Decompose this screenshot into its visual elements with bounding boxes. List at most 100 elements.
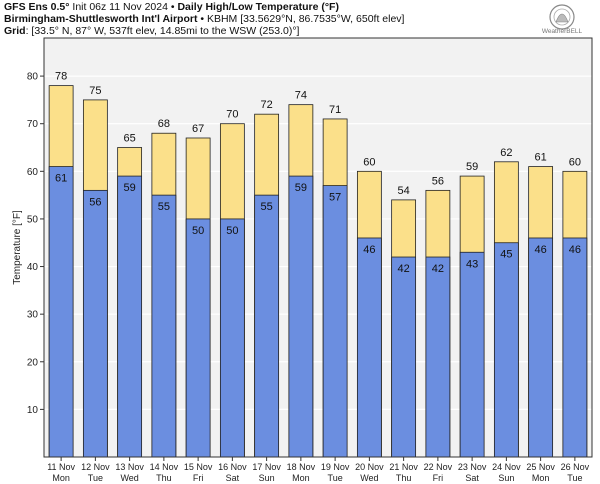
chart-title: Daily High/Low Temperature (°F) bbox=[177, 1, 339, 13]
x-tick-day: Wed bbox=[120, 473, 138, 483]
high-temp-label: 65 bbox=[124, 133, 136, 145]
x-tick-day: Thu bbox=[396, 473, 412, 483]
x-tick-day: Tue bbox=[88, 473, 103, 483]
grid-label: Grid bbox=[4, 25, 26, 37]
x-tick-date: 14 Nov bbox=[150, 462, 179, 472]
y-tick-label: 40 bbox=[27, 262, 39, 273]
low-temp-bar bbox=[117, 175, 143, 458]
low-temp-bar bbox=[219, 218, 245, 458]
low-temp-label: 43 bbox=[466, 258, 478, 270]
x-tick-date: 25 Nov bbox=[526, 462, 555, 472]
low-temp-label: 50 bbox=[192, 225, 204, 237]
low-temp-label: 42 bbox=[398, 263, 410, 275]
low-temp-bar bbox=[185, 218, 211, 458]
low-temp-label: 57 bbox=[329, 192, 341, 204]
high-temp-label: 61 bbox=[535, 152, 547, 164]
header-line-model: GFS Ens 0.5° Init 06z 11 Nov 2024 • Dail… bbox=[4, 1, 524, 13]
high-temp-label: 72 bbox=[261, 99, 273, 111]
chart-header: GFS Ens 0.5° Init 06z 11 Nov 2024 • Dail… bbox=[4, 1, 524, 37]
x-tick-day: Fri bbox=[433, 473, 444, 483]
low-temp-bar bbox=[356, 237, 382, 458]
low-temp-bar bbox=[425, 256, 451, 458]
high-temp-label: 56 bbox=[432, 175, 444, 187]
low-temp-bar bbox=[151, 194, 177, 458]
low-temp-label: 61 bbox=[55, 173, 67, 185]
high-temp-label: 74 bbox=[295, 90, 307, 102]
high-temp-label: 71 bbox=[329, 104, 341, 116]
y-tick-label: 30 bbox=[27, 310, 39, 321]
low-temp-label: 55 bbox=[158, 201, 170, 213]
x-tick-day: Thu bbox=[156, 473, 172, 483]
x-tick-day: Mon bbox=[532, 473, 550, 483]
x-tick-date: 23 Nov bbox=[458, 462, 487, 472]
low-temp-label: 45 bbox=[500, 249, 512, 261]
x-tick-date: 11 Nov bbox=[47, 462, 75, 472]
x-tick-date: 26 Nov bbox=[561, 462, 590, 472]
x-tick-date: 16 Nov bbox=[218, 462, 247, 472]
high-temp-label: 70 bbox=[226, 109, 238, 121]
y-tick-label: 20 bbox=[27, 357, 39, 368]
y-axis-label: Temperature [°F] bbox=[12, 210, 23, 285]
x-tick-date: 15 Nov bbox=[184, 462, 213, 472]
header-line-grid: Grid: [33.5° N, 87° W, 537ft elev, 14.85… bbox=[4, 25, 524, 37]
plot-frame bbox=[43, 37, 593, 458]
low-temp-bar bbox=[48, 166, 74, 458]
high-temp-label: 60 bbox=[363, 156, 375, 168]
y-tick-label: 10 bbox=[27, 405, 39, 416]
high-temp-label: 68 bbox=[158, 118, 170, 130]
x-tick-day: Sat bbox=[465, 473, 479, 483]
low-temp-bar bbox=[528, 237, 554, 458]
station-name: Birmingham-Shuttlesworth Int'l Airport bbox=[4, 13, 198, 25]
weatherbell-logo: WeatherBELL bbox=[542, 4, 583, 35]
x-tick-date: 13 Nov bbox=[115, 462, 144, 472]
high-temp-label: 54 bbox=[398, 185, 410, 197]
init-time: Init 06z 11 Nov 2024 • bbox=[69, 1, 178, 13]
high-temp-label: 78 bbox=[55, 71, 67, 83]
x-tick-date: 20 Nov bbox=[355, 462, 384, 472]
y-tick-label: 80 bbox=[27, 72, 39, 83]
low-temp-bar bbox=[254, 194, 280, 458]
x-tick-date: 22 Nov bbox=[424, 462, 453, 472]
low-temp-bar bbox=[391, 256, 417, 458]
x-tick-date: 17 Nov bbox=[252, 462, 281, 472]
low-temp-label: 50 bbox=[226, 225, 238, 237]
high-temp-label: 67 bbox=[192, 123, 204, 135]
low-temp-bar bbox=[82, 189, 108, 458]
low-temp-label: 46 bbox=[363, 244, 375, 256]
x-tick-date: 21 Nov bbox=[389, 462, 418, 472]
station-details: • KBHM [33.5629°N, 86.7535°W, 650ft elev… bbox=[197, 13, 405, 25]
x-tick-day: Sat bbox=[226, 473, 240, 483]
low-temp-bar bbox=[562, 237, 588, 458]
x-tick-date: 18 Nov bbox=[287, 462, 316, 472]
grid-details: : [33.5° N, 87° W, 537ft elev, 14.85mi t… bbox=[25, 25, 300, 37]
y-tick-label: 60 bbox=[27, 167, 39, 178]
x-tick-day: Tue bbox=[328, 473, 343, 483]
low-temp-bar bbox=[459, 251, 485, 458]
x-tick-day: Tue bbox=[567, 473, 582, 483]
x-tick-day: Mon bbox=[292, 473, 310, 483]
x-tick-date: 12 Nov bbox=[81, 462, 110, 472]
high-temp-label: 60 bbox=[569, 156, 581, 168]
high-temp-label: 75 bbox=[89, 85, 101, 97]
high-temp-label: 59 bbox=[466, 161, 478, 173]
low-temp-label: 42 bbox=[432, 263, 444, 275]
model-name: GFS Ens 0.5° bbox=[4, 1, 70, 13]
x-tick-day: Fri bbox=[193, 473, 204, 483]
y-tick-label: 50 bbox=[27, 214, 39, 225]
x-tick-day: Sun bbox=[498, 473, 514, 483]
low-temp-label: 55 bbox=[261, 201, 273, 213]
x-tick-date: 19 Nov bbox=[321, 462, 350, 472]
x-tick-day: Wed bbox=[360, 473, 378, 483]
low-temp-label: 59 bbox=[295, 182, 307, 194]
high-temp-label: 62 bbox=[500, 147, 512, 159]
y-tick-label: 70 bbox=[27, 119, 39, 130]
low-temp-bar bbox=[322, 185, 348, 458]
header-line-station: Birmingham-Shuttlesworth Int'l Airport •… bbox=[4, 13, 524, 25]
low-temp-label: 56 bbox=[89, 196, 101, 208]
low-temp-label: 46 bbox=[569, 244, 581, 256]
x-tick-day: Mon bbox=[52, 473, 70, 483]
low-temp-bar bbox=[288, 175, 314, 458]
x-tick-day: Sun bbox=[259, 473, 275, 483]
logo-text: WeatherBELL bbox=[542, 28, 583, 35]
